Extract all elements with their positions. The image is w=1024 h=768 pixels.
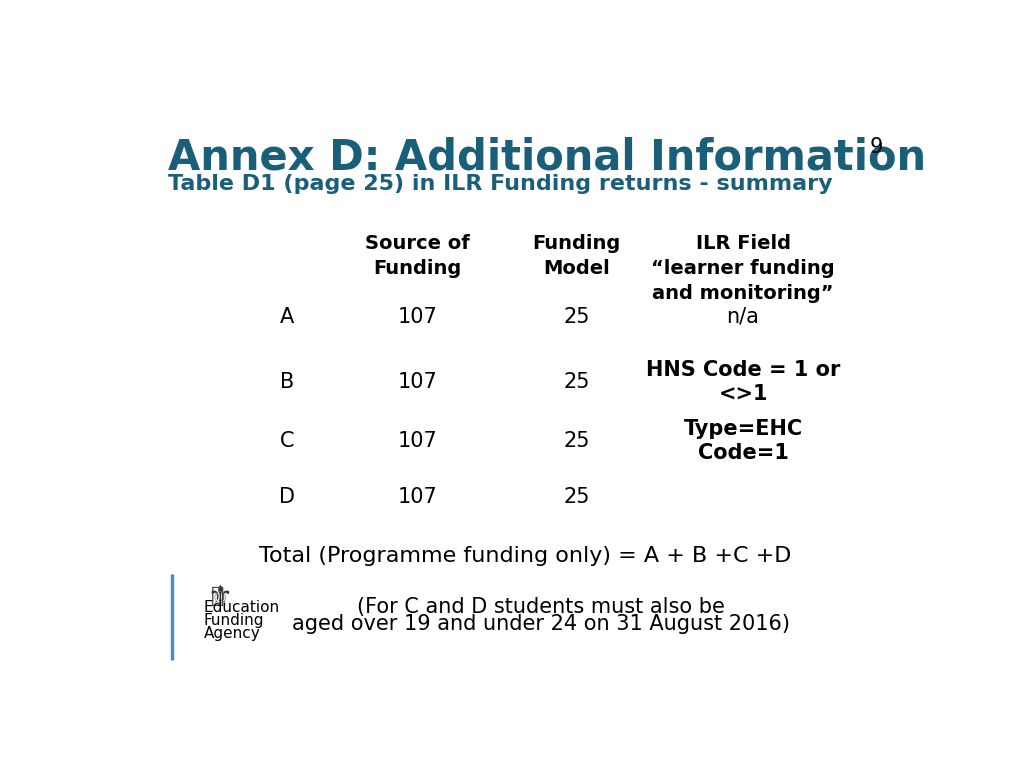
Text: Total (Programme funding only) = A + B +C +D: Total (Programme funding only) = A + B +… <box>259 546 791 566</box>
Text: Table D1 (page 25) in ILR Funding returns - summary: Table D1 (page 25) in ILR Funding return… <box>168 174 833 194</box>
Text: C: C <box>280 431 294 451</box>
Text: aged over 19 and under 24 on 31 August 2016): aged over 19 and under 24 on 31 August 2… <box>292 614 790 634</box>
Text: Agency: Agency <box>204 626 260 641</box>
Text: 25: 25 <box>563 487 590 507</box>
Text: Education: Education <box>204 600 280 614</box>
Text: Funding
Model: Funding Model <box>532 234 621 278</box>
Text: 107: 107 <box>397 431 437 451</box>
Text: 9: 9 <box>870 137 884 157</box>
Text: Source of
Funding: Source of Funding <box>366 234 470 278</box>
Text: B: B <box>280 372 294 392</box>
Text: Funding: Funding <box>204 613 264 627</box>
Text: HNS Code = 1 or
<>1: HNS Code = 1 or <>1 <box>646 359 841 404</box>
Text: ⚜: ⚜ <box>207 583 232 611</box>
Text: 107: 107 <box>397 487 437 507</box>
Text: Type=EHC
Code=1: Type=EHC Code=1 <box>683 419 803 463</box>
Text: 25: 25 <box>563 307 590 327</box>
Text: n/a: n/a <box>727 307 760 327</box>
Text: (For C and D students must also be: (For C and D students must also be <box>356 597 725 617</box>
Text: ILR Field
“learner funding
and monitoring”: ILR Field “learner funding and monitorin… <box>651 234 835 303</box>
Text: Annex D: Additional Information: Annex D: Additional Information <box>168 137 926 178</box>
Text: D: D <box>279 487 295 507</box>
Text: A: A <box>280 307 294 327</box>
Text: 107: 107 <box>397 307 437 327</box>
Text: 25: 25 <box>563 372 590 392</box>
Text: 107: 107 <box>397 372 437 392</box>
Text: 25: 25 <box>563 431 590 451</box>
Text: 🏛: 🏛 <box>211 586 224 606</box>
